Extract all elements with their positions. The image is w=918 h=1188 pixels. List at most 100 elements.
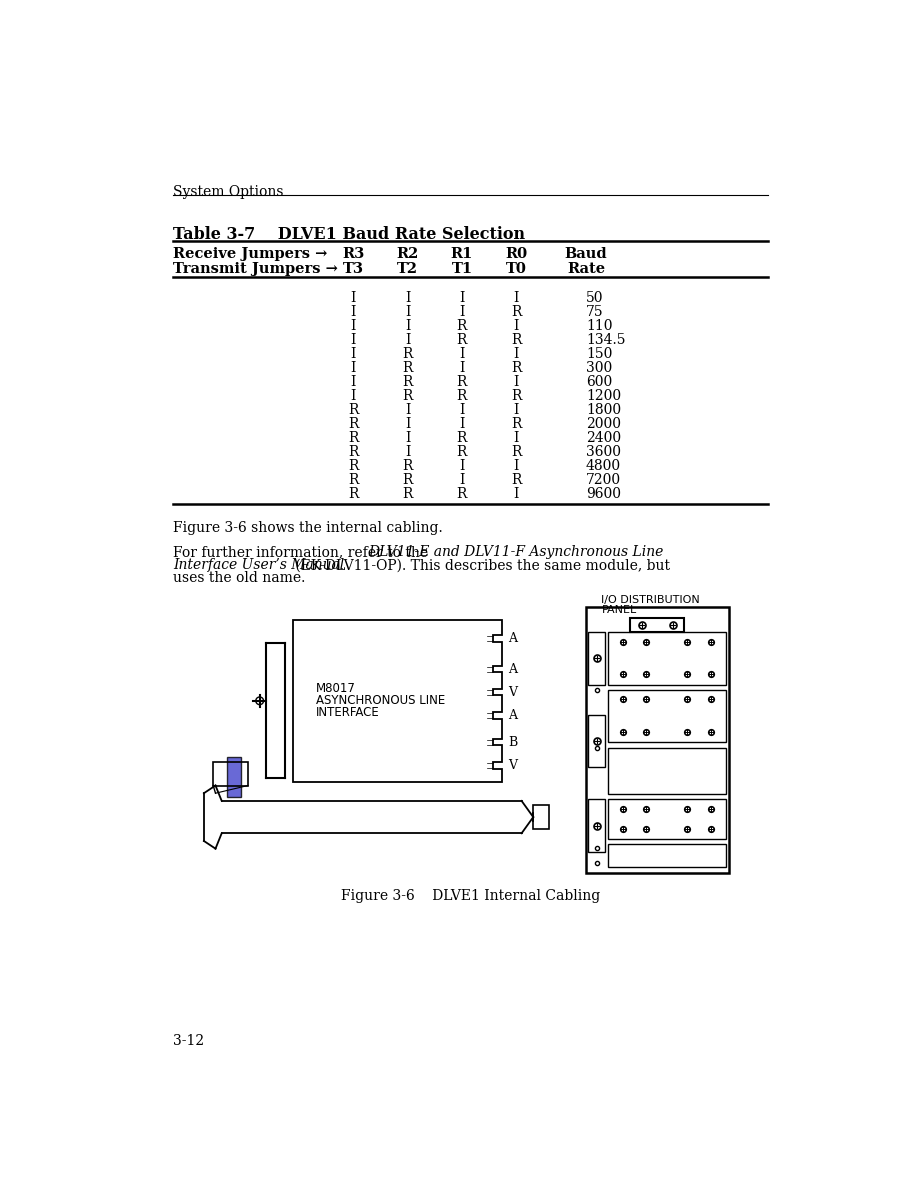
Text: R: R — [348, 460, 359, 473]
Text: R: R — [348, 446, 359, 460]
Text: A: A — [509, 632, 518, 645]
Text: T0: T0 — [506, 261, 527, 276]
Text: R: R — [457, 431, 467, 446]
Text: I: I — [513, 375, 519, 390]
Text: B: B — [509, 735, 518, 748]
Text: I: I — [513, 291, 519, 305]
Text: DLV11-E and DLV11-F Asynchronous Line: DLV11-E and DLV11-F Asynchronous Line — [368, 545, 664, 560]
Text: Rate: Rate — [567, 261, 605, 276]
Text: 75: 75 — [586, 305, 603, 320]
Text: Receive Jumpers →: Receive Jumpers → — [173, 247, 327, 261]
Bar — [608, 800, 726, 840]
Text: 110: 110 — [586, 320, 612, 333]
Text: R0: R0 — [505, 247, 527, 261]
Text: ASYNCHRONOUS LINE: ASYNCHRONOUS LINE — [316, 694, 445, 707]
Text: R: R — [348, 431, 359, 446]
Bar — [608, 843, 726, 867]
Text: I: I — [351, 375, 356, 390]
Text: I: I — [513, 403, 519, 417]
Text: 134.5: 134.5 — [586, 333, 625, 347]
Text: (EK-DLV11-OP). This describes the same module, but: (EK-DLV11-OP). This describes the same m… — [291, 558, 669, 573]
Text: I: I — [351, 347, 356, 361]
Text: Figure 3-6 shows the internal cabling.: Figure 3-6 shows the internal cabling. — [173, 520, 442, 535]
Text: R: R — [511, 446, 521, 460]
Bar — [586, 607, 729, 872]
Text: 2400: 2400 — [586, 431, 621, 446]
Text: R: R — [511, 305, 521, 320]
Text: R: R — [457, 320, 467, 333]
Text: R: R — [457, 390, 467, 403]
Bar — [608, 632, 726, 684]
Text: R: R — [457, 375, 467, 390]
Text: I: I — [351, 333, 356, 347]
Text: T1: T1 — [452, 261, 473, 276]
Text: R: R — [511, 361, 521, 375]
Text: R: R — [511, 333, 521, 347]
Text: Figure 3-6    DLVE1 Internal Cabling: Figure 3-6 DLVE1 Internal Cabling — [341, 890, 600, 903]
Text: I: I — [351, 305, 356, 320]
Text: I: I — [513, 460, 519, 473]
Text: I: I — [351, 361, 356, 375]
Text: I: I — [405, 446, 410, 460]
Text: R: R — [402, 487, 413, 501]
Text: I/O DISTRIBUTION: I/O DISTRIBUTION — [601, 595, 700, 606]
Text: R3: R3 — [342, 247, 364, 261]
Text: V: V — [509, 685, 518, 699]
Text: I: I — [459, 417, 465, 431]
Text: I: I — [513, 487, 519, 501]
Text: PANEL: PANEL — [601, 606, 637, 615]
Text: R: R — [457, 333, 467, 347]
Bar — [213, 763, 248, 785]
Text: R: R — [511, 390, 521, 403]
Bar — [630, 619, 685, 632]
Bar — [533, 804, 549, 829]
Text: I: I — [513, 320, 519, 333]
Text: I: I — [405, 333, 410, 347]
Text: R: R — [348, 473, 359, 487]
Text: R2: R2 — [397, 247, 419, 261]
Text: System Options: System Options — [173, 185, 284, 198]
Text: R: R — [348, 417, 359, 431]
Text: I: I — [513, 347, 519, 361]
Text: I: I — [351, 390, 356, 403]
Text: I: I — [405, 305, 410, 320]
Text: 2000: 2000 — [586, 417, 621, 431]
Text: I: I — [459, 347, 465, 361]
Text: I: I — [459, 305, 465, 320]
Text: 600: 600 — [586, 375, 612, 390]
Bar — [588, 632, 605, 684]
Text: I: I — [459, 361, 465, 375]
Text: I: I — [459, 403, 465, 417]
Text: 9600: 9600 — [586, 487, 621, 501]
Bar — [608, 747, 726, 794]
Text: R: R — [457, 487, 467, 501]
Bar — [608, 690, 726, 742]
Text: 1200: 1200 — [586, 390, 621, 403]
Text: T3: T3 — [343, 261, 364, 276]
Text: R: R — [402, 390, 413, 403]
Text: Baud: Baud — [565, 247, 608, 261]
Text: R: R — [402, 473, 413, 487]
Bar — [227, 757, 241, 797]
Text: uses the old name.: uses the old name. — [173, 571, 306, 586]
Text: R: R — [511, 473, 521, 487]
Text: T2: T2 — [397, 261, 419, 276]
Text: I: I — [405, 417, 410, 431]
Text: 300: 300 — [586, 361, 612, 375]
Text: I: I — [405, 320, 410, 333]
Text: R: R — [402, 375, 413, 390]
Text: R: R — [402, 347, 413, 361]
Text: 150: 150 — [586, 347, 612, 361]
Text: I: I — [459, 473, 465, 487]
Text: I: I — [459, 460, 465, 473]
Text: R: R — [402, 361, 413, 375]
Text: For further information, refer to the: For further information, refer to the — [173, 545, 432, 560]
Text: R1: R1 — [451, 247, 473, 261]
Text: M8017: M8017 — [316, 682, 356, 695]
Text: 7200: 7200 — [586, 473, 621, 487]
Text: 3-12: 3-12 — [173, 1035, 204, 1048]
Text: I: I — [405, 291, 410, 305]
Text: I: I — [513, 431, 519, 446]
Text: I: I — [459, 291, 465, 305]
Text: R: R — [457, 446, 467, 460]
